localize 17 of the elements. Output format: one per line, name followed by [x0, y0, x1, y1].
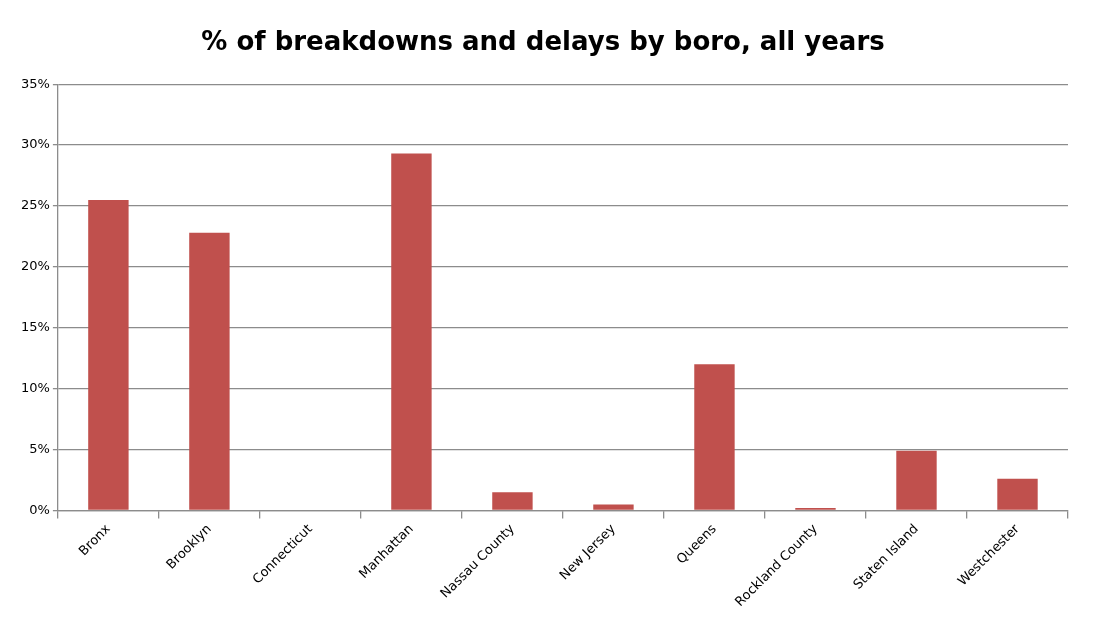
bar	[694, 364, 735, 510]
bar	[391, 153, 432, 510]
bar	[492, 492, 533, 510]
y-tick-label: 15%	[20, 319, 50, 335]
bar	[593, 504, 634, 510]
y-tick-label: 20%	[20, 258, 50, 274]
y-tick-label: 25%	[20, 197, 50, 213]
y-tick-label: 0%	[29, 501, 50, 517]
chart-title: % of breakdowns and delays by boro, all years	[201, 26, 885, 57]
bar	[189, 232, 230, 510]
y-tick-label: 10%	[20, 380, 50, 396]
y-tick-label: 35%	[20, 75, 50, 91]
y-tick-label: 30%	[20, 136, 50, 152]
bar	[896, 450, 937, 510]
y-tick-label: 5%	[29, 440, 50, 456]
bar	[997, 478, 1038, 510]
bar	[88, 199, 129, 510]
